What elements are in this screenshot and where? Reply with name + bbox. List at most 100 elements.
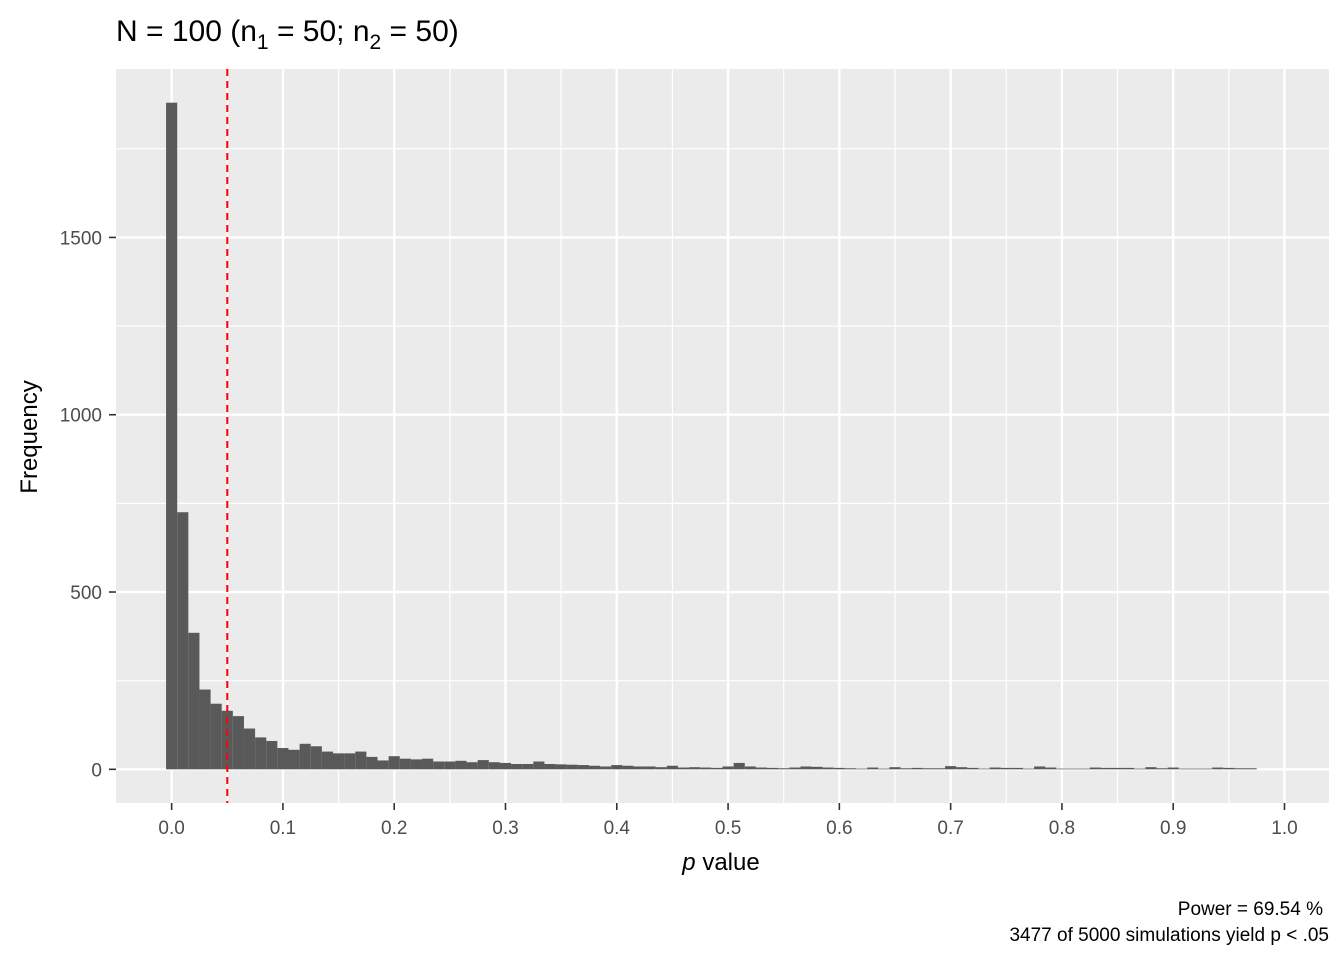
histogram-bar — [1100, 767, 1112, 770]
histogram-bar — [1000, 767, 1012, 770]
title-subscript-2: 2 — [370, 31, 382, 54]
x-tick-label: 0.2 — [381, 818, 407, 839]
histogram-bar — [388, 756, 400, 770]
histogram-bar — [433, 761, 445, 770]
plot-panel — [116, 69, 1329, 803]
x-axis-title-rest: value — [696, 849, 760, 876]
histogram-bar — [655, 767, 667, 770]
histogram-bar — [266, 740, 278, 770]
histogram-bar — [1223, 767, 1235, 770]
histogram-bar — [1212, 767, 1224, 770]
x-tick-label: 0.4 — [604, 818, 631, 839]
histogram-bar — [644, 766, 656, 770]
histogram-bar — [1201, 768, 1213, 770]
histogram-bar — [989, 767, 1001, 770]
histogram-bar — [778, 768, 790, 770]
histogram-bar — [1134, 768, 1146, 770]
histogram-bar — [344, 753, 356, 770]
major-gridlines — [116, 69, 1329, 803]
caption-power: Power = 69.54 % — [1178, 899, 1323, 920]
histogram-bar — [355, 751, 367, 770]
y-tick-label: 0 — [91, 760, 102, 781]
x-tick-label: 1.0 — [1271, 818, 1297, 839]
histogram-bar — [221, 710, 233, 770]
histogram-bar — [310, 746, 322, 770]
histogram-bar — [1111, 767, 1124, 770]
histogram-bar — [978, 768, 990, 770]
histogram-bar — [455, 760, 467, 770]
histogram-bar — [243, 728, 256, 770]
histogram-bar — [844, 768, 857, 770]
title-part-main: N = 100 (n — [116, 15, 257, 48]
histogram-bar — [956, 767, 968, 770]
histogram-bar — [867, 767, 879, 770]
histogram-bar — [1156, 768, 1168, 770]
histogram-bar — [522, 763, 534, 770]
histogram-bars — [166, 102, 1257, 770]
histogram-bar — [1178, 768, 1190, 770]
histogram-bar — [333, 753, 345, 770]
histogram-bar — [767, 767, 779, 770]
x-axis-title-italic: p — [681, 849, 695, 876]
x-tick-label: 0.1 — [270, 818, 296, 839]
histogram-bar — [755, 767, 768, 770]
histogram-bar — [1089, 767, 1101, 770]
histogram-bar — [511, 763, 523, 770]
histogram-bar — [555, 764, 567, 770]
histogram-bar — [789, 767, 801, 770]
x-tick-label: 0.7 — [937, 818, 963, 839]
histogram-bar — [822, 767, 834, 770]
histogram-bar — [911, 767, 923, 770]
x-tick-label: 0.6 — [826, 818, 852, 839]
x-tick-label: 0.0 — [158, 818, 184, 839]
histogram-bar — [377, 760, 389, 770]
histogram-bar — [588, 765, 601, 770]
histogram-bar — [544, 763, 556, 770]
histogram-bar — [622, 765, 634, 770]
y-axis-ticks: 0 500 1000 1500 — [60, 228, 116, 781]
histogram-bar — [1045, 767, 1057, 770]
histogram-bar — [1189, 768, 1202, 770]
histogram-bar — [210, 703, 222, 770]
histogram-bar — [600, 766, 612, 770]
histogram-bar — [1245, 768, 1257, 770]
histogram-bar — [933, 768, 946, 770]
caption-simulations: 3477 of 5000 simulations yield p < .05 — [1009, 925, 1329, 946]
histogram-bar — [444, 761, 456, 770]
histogram-bar — [1078, 768, 1090, 770]
title-subscript-1: 1 — [257, 31, 269, 54]
histogram-bar — [232, 716, 244, 770]
histogram-bar — [410, 759, 423, 770]
histogram-bar — [967, 767, 979, 770]
x-tick-label: 0.3 — [492, 818, 518, 839]
x-axis-ticks: 0.0 0.1 0.2 0.3 0.4 0.5 0.6 0.7 0.8 0.9 1.0 — [158, 803, 1298, 839]
x-tick-label: 0.9 — [1160, 818, 1186, 839]
histogram-bar — [577, 765, 589, 770]
histogram-bar — [878, 768, 890, 770]
histogram-bar — [689, 767, 701, 770]
histogram-bar — [1123, 767, 1135, 770]
histogram-bar — [1167, 767, 1179, 770]
x-tick-label: 0.8 — [1049, 818, 1075, 839]
x-axis-title: p value — [681, 849, 759, 876]
y-axis-title: Frequency — [16, 380, 43, 493]
histogram-bar — [499, 762, 512, 770]
histogram-bar — [1022, 768, 1035, 770]
histogram-bar — [945, 766, 957, 770]
histogram-bar — [488, 762, 500, 770]
histogram-bar — [666, 765, 678, 770]
histogram-bar — [1011, 767, 1023, 770]
histogram-bar — [166, 102, 178, 770]
histogram-bar — [922, 768, 934, 770]
histogram-bar — [255, 737, 267, 770]
histogram-bar — [811, 766, 823, 770]
histogram-bar — [466, 762, 478, 770]
x-tick-label: 0.5 — [715, 818, 741, 839]
histogram-bar — [700, 767, 712, 770]
histogram-bar — [833, 767, 845, 770]
histogram-bar — [1067, 768, 1079, 770]
histogram-bar — [1034, 766, 1046, 770]
title-part-mid: = 50; n — [269, 15, 370, 48]
histogram-bar — [900, 768, 912, 770]
